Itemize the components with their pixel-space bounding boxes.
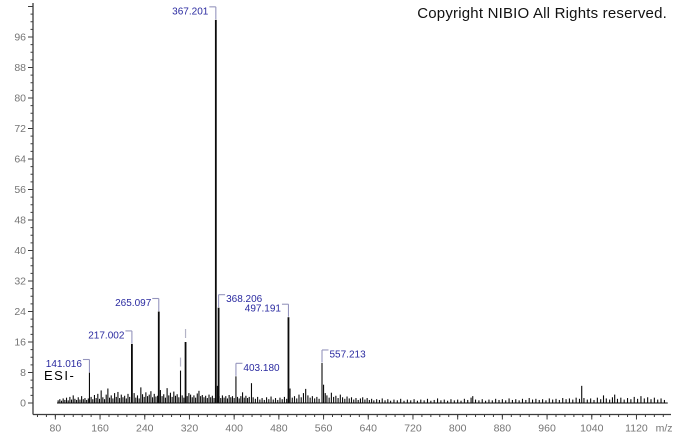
y-tick-label: 72 xyxy=(14,123,26,135)
y-tick-label: 0 xyxy=(20,398,26,410)
x-tick-label: 480 xyxy=(270,423,288,434)
y-tick-label: 56 xyxy=(14,184,26,196)
peak-label: 403.180 xyxy=(243,363,280,374)
x-axis-unit-label: m/z xyxy=(656,423,673,434)
x-axis-ticks: 80 160 240 320 400 480 560 640 720 800 880 960 1040 1… xyxy=(36,414,673,434)
y-tick-label: 16 xyxy=(14,337,26,349)
x-tick-label: 720 xyxy=(404,423,422,434)
y-tick-label: 40 xyxy=(14,245,26,257)
y-tick-label: 32 xyxy=(14,276,26,288)
peak-sticks xyxy=(57,383,665,403)
copyright-text: Copyright NIBIO All Rights reserved. xyxy=(417,5,667,22)
x-tick-label: 560 xyxy=(315,423,333,434)
x-tick-label: 1120 xyxy=(625,423,648,434)
ionization-mode-label: ESI- xyxy=(44,368,76,383)
x-tick-label: 800 xyxy=(449,423,467,434)
peak-label: 368.206 xyxy=(226,294,263,305)
x-tick-label: 400 xyxy=(225,423,243,434)
peak-label: 141.016 xyxy=(46,359,83,370)
y-tick-label: 24 xyxy=(14,306,26,318)
y-tick-label: 64 xyxy=(14,154,26,166)
x-tick-label: 160 xyxy=(91,423,109,434)
x-tick-label: 880 xyxy=(494,423,512,434)
y-tick-label: 88 xyxy=(14,62,26,74)
y-tick-label: 8 xyxy=(20,367,26,379)
labeled-peaks: 141.016 217.002 265.097 367.201 368.206 403.1… xyxy=(46,6,366,403)
peak-label: 557.213 xyxy=(330,349,367,360)
peak-label: 367.201 xyxy=(172,6,209,17)
y-tick-label: 96 xyxy=(14,32,26,44)
x-tick-label: 1040 xyxy=(580,423,604,434)
peak-label: 497.191 xyxy=(245,304,282,315)
marked-peaks xyxy=(179,329,187,403)
peak-label: 217.002 xyxy=(88,330,125,341)
peak-label: 265.097 xyxy=(115,298,152,309)
x-tick-label: 640 xyxy=(359,423,377,434)
x-tick-label: 960 xyxy=(538,423,556,434)
x-tick-label: 320 xyxy=(181,423,199,434)
y-axis-ticks: 0 8 16 24 32 40 48 56 64 72 80 88 96 xyxy=(14,6,33,410)
x-tick-label: 240 xyxy=(136,423,154,434)
y-tick-label: 48 xyxy=(14,215,26,227)
x-tick-label: 80 xyxy=(50,423,62,434)
y-tick-label: 80 xyxy=(14,93,26,105)
